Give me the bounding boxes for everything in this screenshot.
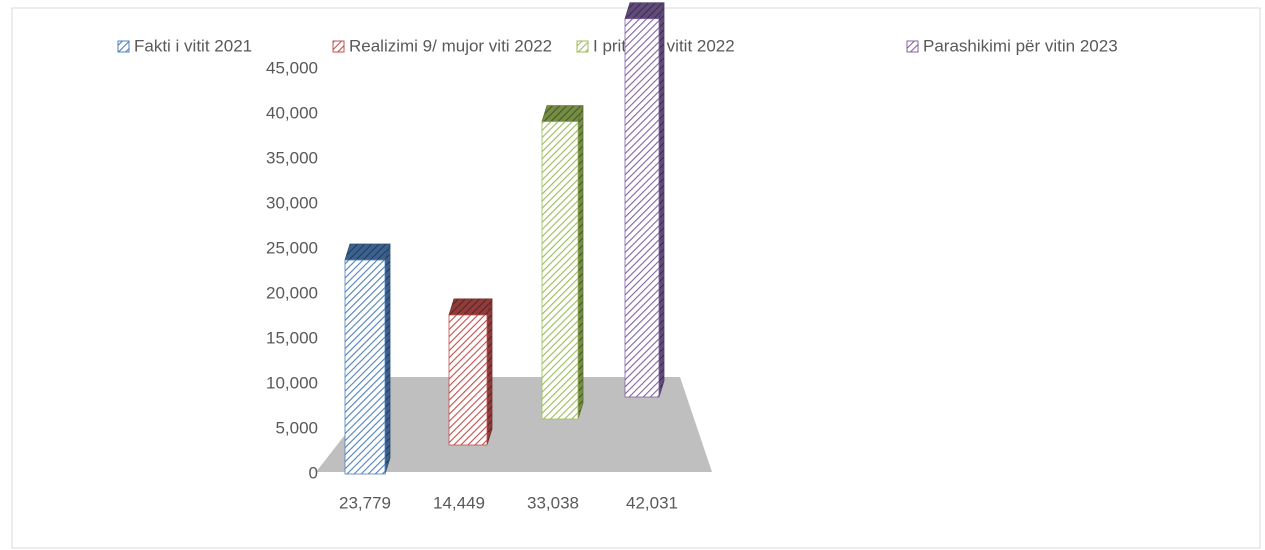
bar-side [658, 2, 665, 398]
bar [624, 18, 660, 398]
value-label: 23,779 [339, 493, 391, 512]
legend-swatch [576, 40, 589, 53]
bar-top [541, 105, 584, 123]
bar [344, 259, 386, 475]
legend-swatch [906, 40, 919, 53]
y-tick-label: 5,000 [275, 418, 318, 437]
y-tick-label: 25,000 [266, 238, 318, 257]
value-label: 14,449 [433, 493, 485, 512]
bar-side [486, 298, 493, 446]
y-tick-label: 45,000 [266, 58, 318, 77]
y-tick-label: 30,000 [266, 193, 318, 212]
bar-top [448, 298, 493, 316]
bar-side [577, 105, 584, 420]
bar [541, 121, 579, 420]
floor [316, 377, 712, 472]
legend-label: Realizimi 9/ mujor viti 2022 [349, 36, 552, 55]
y-tick-label: 35,000 [266, 148, 318, 167]
legend-label: Fakti i vitit 2021 [134, 36, 252, 55]
bar-top [344, 243, 391, 261]
y-tick-label: 0 [309, 463, 318, 482]
y-tick-label: 20,000 [266, 283, 318, 302]
y-tick-label: 40,000 [266, 103, 318, 122]
y-tick-label: 15,000 [266, 328, 318, 347]
legend-label: Parashikimi për vitin 2023 [923, 36, 1118, 55]
legend-swatch [117, 40, 130, 53]
y-tick-label: 10,000 [266, 373, 318, 392]
bar [448, 314, 488, 446]
value-label: 33,038 [527, 493, 579, 512]
legend-swatch [332, 40, 345, 53]
bar-side [384, 243, 391, 475]
value-label: 42,031 [626, 493, 678, 512]
bar-top [624, 2, 665, 20]
